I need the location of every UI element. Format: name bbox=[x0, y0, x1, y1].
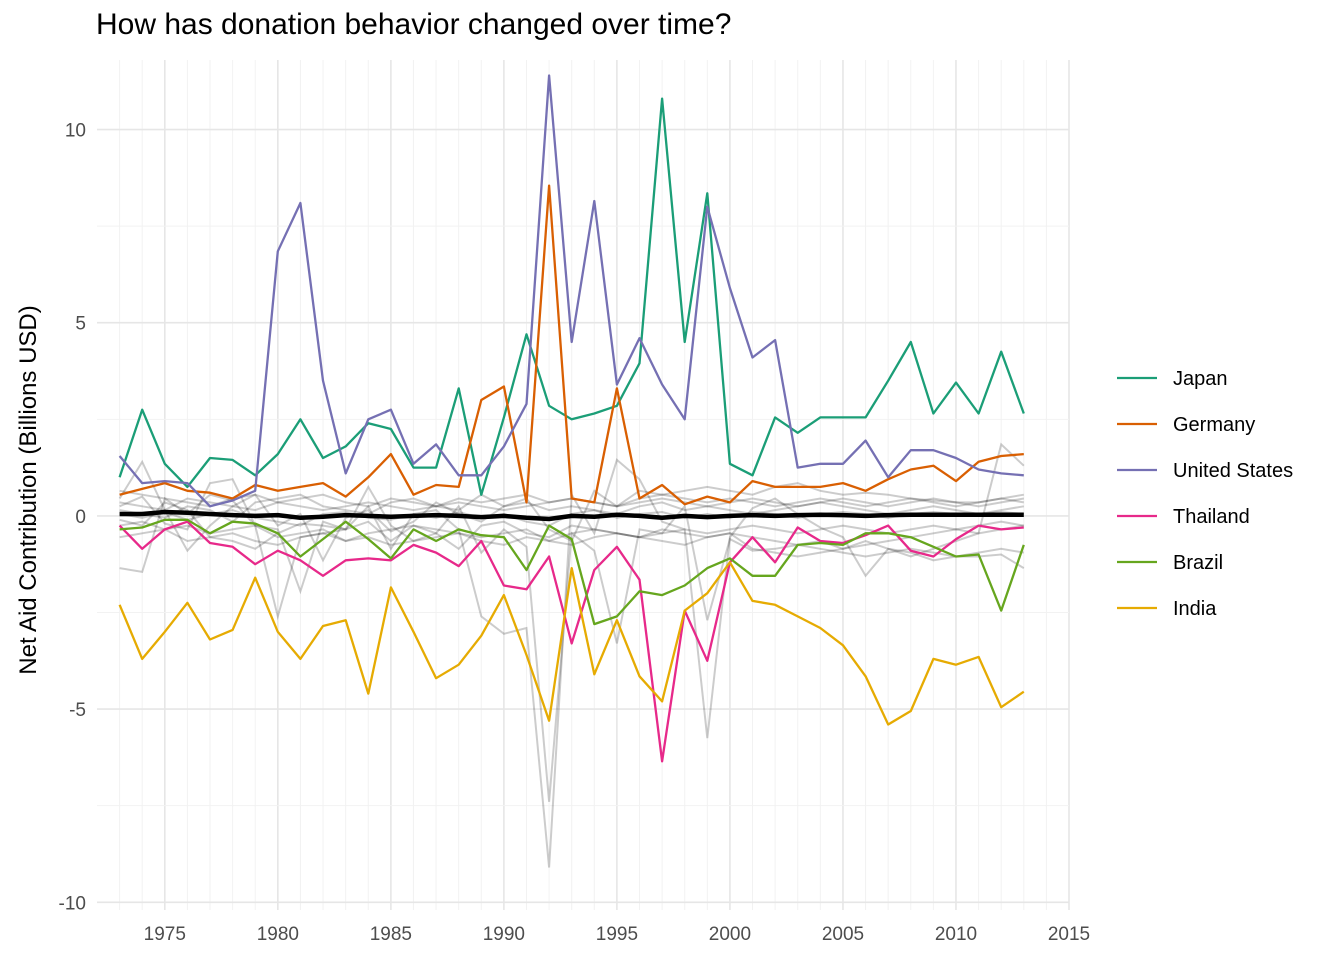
legend-item: United States bbox=[1117, 460, 1293, 482]
y-tick-label: -10 bbox=[59, 893, 86, 914]
grid bbox=[97, 60, 1070, 910]
legend-item: Japan bbox=[1117, 368, 1228, 390]
y-tick-label: 0 bbox=[75, 507, 86, 528]
legend-label: Japan bbox=[1173, 368, 1228, 390]
x-tick-label: 1985 bbox=[370, 924, 412, 945]
legend-item: Germany bbox=[1117, 414, 1255, 436]
series-line-thailand bbox=[118, 520, 1024, 763]
background-series-line bbox=[119, 528, 1024, 558]
x-tick-label: 2015 bbox=[1048, 924, 1090, 945]
legend-label: India bbox=[1173, 598, 1217, 620]
x-tick-label: 1990 bbox=[483, 924, 525, 945]
series-line-brazil bbox=[119, 518, 1025, 626]
legend-item: Thailand bbox=[1117, 506, 1250, 528]
legend-item: India bbox=[1117, 598, 1217, 620]
legend-label: Thailand bbox=[1173, 506, 1250, 528]
mean-line bbox=[119, 509, 1024, 522]
legend-item: Brazil bbox=[1117, 552, 1223, 574]
legend-label: Germany bbox=[1173, 414, 1255, 436]
x-tick-label: 2000 bbox=[709, 924, 751, 945]
background-series-line bbox=[119, 484, 1025, 802]
y-tick-label: 5 bbox=[75, 314, 86, 335]
series-line-india bbox=[118, 561, 1025, 726]
legend-label: United States bbox=[1173, 460, 1293, 482]
x-axis-ticks: 1975 1980 1985 1990 1995 2000 2005 2010 2015 bbox=[144, 924, 1090, 945]
y-tick-label: -5 bbox=[69, 700, 86, 721]
x-tick-label: 1980 bbox=[257, 924, 299, 945]
series-line-united-states bbox=[118, 74, 1024, 508]
x-tick-label: 1975 bbox=[144, 924, 186, 945]
background-series-line bbox=[119, 493, 1024, 523]
legend: Japan Germany United States Thailand Brazil I… bbox=[1117, 368, 1293, 620]
x-tick-label: 1995 bbox=[596, 924, 638, 945]
background-series-line bbox=[119, 520, 1024, 543]
background-series-line bbox=[119, 501, 1024, 558]
x-tick-label: 2010 bbox=[935, 924, 977, 945]
y-axis-title: Net Aid Contribution (Billions USD) bbox=[15, 305, 42, 674]
y-tick-label: 10 bbox=[65, 121, 86, 142]
mean-line-path bbox=[119, 509, 1024, 522]
series-line-germany bbox=[119, 184, 1024, 506]
x-tick-label: 2005 bbox=[822, 924, 864, 945]
series-lines bbox=[118, 74, 1025, 763]
y-axis-ticks: 10 5 0 -5 -10 bbox=[59, 121, 86, 915]
chart-title: How has donation behavior changed over t… bbox=[96, 8, 732, 41]
series-line-japan bbox=[118, 97, 1025, 496]
legend-label: Brazil bbox=[1173, 552, 1223, 574]
